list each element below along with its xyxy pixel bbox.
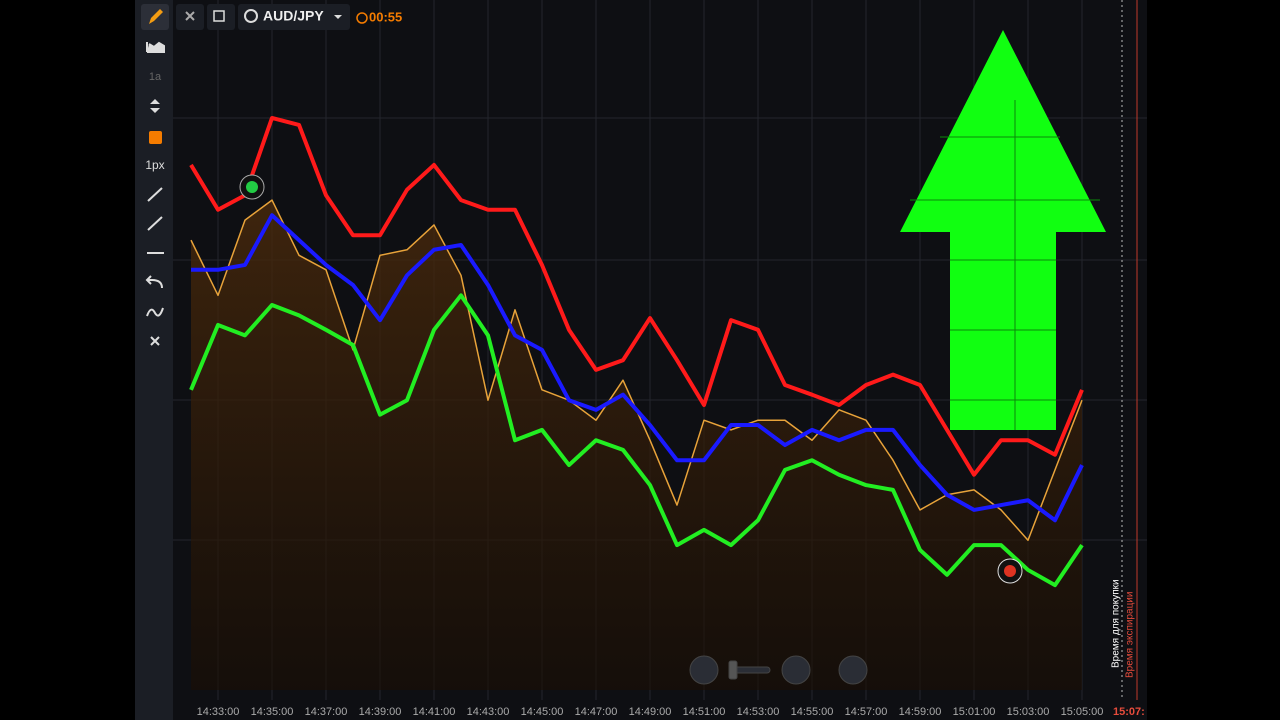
x-tick-label: 15:03:00 — [1007, 706, 1050, 718]
toolbar — [135, 0, 173, 720]
price-area — [191, 200, 1082, 690]
x-tick-label: 14:55:00 — [791, 706, 834, 718]
zoom-in[interactable] — [781, 655, 811, 685]
band-line — [189, 115, 1084, 477]
buy-time-label: Время для покупки — [1111, 579, 1122, 668]
x-tick-label: 14:47:00 — [575, 706, 618, 718]
x-tick-label: 14:45:00 — [521, 706, 564, 718]
x-tick-label: 14:57:00 — [845, 706, 888, 718]
x-tick-label: 15:01:00 — [953, 706, 996, 718]
timer: 00:55 — [369, 9, 402, 24]
undo-tool[interactable] — [145, 275, 163, 289]
pencil-icon — [149, 9, 163, 24]
x-tick-label: 14:59:00 — [899, 706, 942, 718]
zoom-handle[interactable] — [728, 660, 738, 680]
line-tool[interactable] — [147, 187, 163, 202]
color-swatch[interactable] — [149, 131, 162, 144]
expiry-clock: 15:07: — [1113, 706, 1145, 718]
copy-icon — [213, 10, 225, 22]
x-tick-label: 14:35:00 — [251, 706, 294, 718]
draw-tools — [145, 187, 164, 346]
copy-button[interactable] — [207, 4, 235, 30]
area-icon[interactable] — [146, 41, 165, 53]
close-icon — [185, 11, 195, 21]
ray-tool[interactable] — [147, 216, 163, 231]
arrow-grid — [910, 100, 1100, 430]
delete-tool[interactable] — [150, 336, 160, 346]
plot — [189, 115, 1084, 690]
x-tick-label: 14:43:00 — [467, 706, 510, 718]
x-tick-label: 14:53:00 — [737, 706, 780, 718]
x-tick-label: 14:33:00 — [197, 706, 240, 718]
timer-icon — [356, 12, 368, 24]
updown-icon[interactable] — [150, 99, 160, 113]
x-tick-label: 14:39:00 — [359, 706, 402, 718]
buy-dot — [246, 181, 258, 193]
x-tick-label: 14:37:00 — [305, 706, 348, 718]
wave-tool[interactable] — [146, 307, 164, 317]
band-line — [191, 213, 1084, 523]
dropdown-caret — [334, 15, 342, 19]
pair-name: AUD/JPY — [263, 8, 324, 24]
zoom-controls — [689, 655, 868, 685]
band-line — [189, 293, 1084, 588]
pair-icon — [244, 9, 258, 23]
x-tick-label: 14:49:00 — [629, 706, 672, 718]
width-label[interactable]: 1px — [145, 158, 164, 172]
zoom-out[interactable] — [689, 655, 719, 685]
expiry-label: Время экспирации — [1125, 592, 1136, 678]
pair-selector[interactable] — [238, 4, 350, 30]
tool-label[interactable]: 1a — [149, 71, 162, 83]
go-end[interactable] — [838, 655, 868, 685]
x-tick-label: 14:51:00 — [683, 706, 726, 718]
sell-dot — [1004, 565, 1016, 577]
x-tick-label: 15:05:00 — [1061, 706, 1104, 718]
x-tick-label: 14:41:00 — [413, 706, 456, 718]
